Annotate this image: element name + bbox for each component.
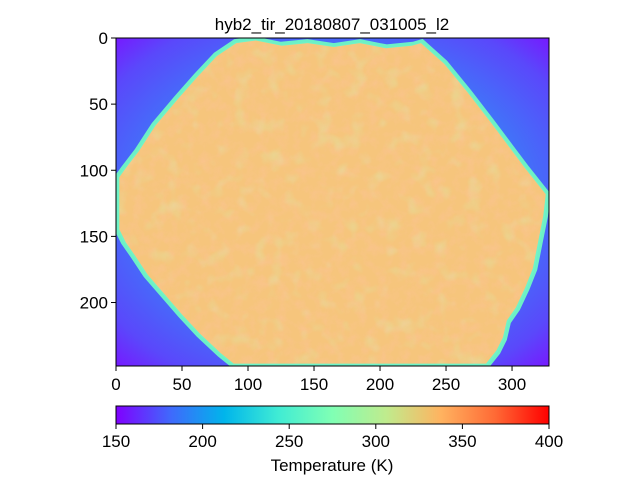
colorbar-tick-label: 350 (448, 432, 476, 451)
colorbar-label: Temperature (K) (271, 456, 394, 475)
colorbar (115, 405, 550, 425)
colorbar-tick-label: 400 (535, 432, 563, 451)
chart-title: hyb2_tir_20180807_031005_l2 (215, 15, 449, 34)
y-tick-label: 0 (99, 29, 108, 48)
x-tick-label: 300 (498, 375, 526, 394)
x-axis: 0 50 100 150 200 250 300 (111, 366, 526, 394)
colorbar-tick-label: 300 (362, 432, 390, 451)
x-tick-label: 150 (300, 375, 328, 394)
y-tick-label: 100 (80, 161, 108, 180)
y-axis: 0 50 100 150 200 (80, 29, 116, 313)
colorbar-axis: 150 200 250 300 350 400 (102, 424, 563, 451)
plot-frame (115, 37, 550, 367)
y-tick-label: 50 (89, 95, 108, 114)
x-tick-label: 50 (173, 375, 192, 394)
colorbar-tick-label: 250 (275, 432, 303, 451)
plot-area (116, 38, 549, 366)
colorbar-tick-label: 150 (102, 432, 130, 451)
x-tick-label: 100 (234, 375, 262, 394)
y-tick-label: 150 (80, 227, 108, 246)
x-tick-label: 250 (432, 375, 460, 394)
x-tick-label: 0 (111, 375, 120, 394)
colorbar-tick-label: 200 (188, 432, 216, 451)
x-tick-label: 200 (366, 375, 394, 394)
asteroid-texture-cool (119, 40, 546, 364)
y-tick-label: 200 (80, 294, 108, 313)
